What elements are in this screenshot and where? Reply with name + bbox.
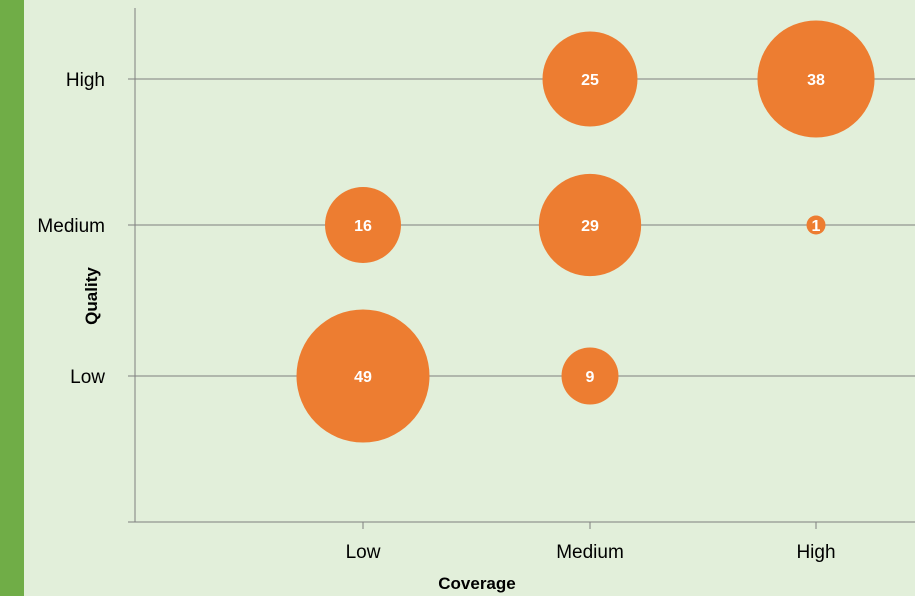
axes bbox=[128, 8, 915, 523]
bubble-high-medium bbox=[806, 215, 826, 235]
bubble-label-low-low: 49 bbox=[354, 369, 372, 386]
bubble-label-low-medium: 16 bbox=[354, 218, 372, 235]
bubble-label-medium-low: 9 bbox=[586, 369, 595, 386]
bubble-low-medium bbox=[325, 187, 401, 263]
bubble-low-low bbox=[296, 309, 430, 443]
bubble-label-medium-high: 25 bbox=[581, 72, 599, 89]
y-tick-label-high: High bbox=[66, 70, 105, 91]
bubble-high-high bbox=[757, 20, 875, 138]
x-tick-label-low: Low bbox=[346, 542, 381, 563]
gridlines bbox=[128, 78, 915, 529]
x-axis-title: Coverage bbox=[438, 574, 515, 593]
accent-bar bbox=[0, 0, 24, 596]
x-tick-label-high: High bbox=[796, 542, 835, 563]
bubbles: 25 38 16 29 1 49 9 bbox=[296, 20, 875, 443]
y-tick-label-medium: Medium bbox=[37, 216, 105, 237]
y-axis-title: Quality bbox=[82, 267, 101, 325]
bubble-medium-low bbox=[561, 347, 619, 405]
bubble-medium-medium bbox=[538, 173, 642, 277]
x-tick-label-medium: Medium bbox=[556, 542, 624, 563]
bubble-label-high-medium: 1 bbox=[812, 218, 821, 235]
bubble-label-medium-medium: 29 bbox=[581, 218, 599, 235]
tick-labels: Low Medium High Low Medium High bbox=[37, 70, 835, 563]
bubble-medium-high bbox=[542, 31, 638, 127]
y-tick-label-low: Low bbox=[70, 367, 105, 388]
bubble-label-high-high: 38 bbox=[807, 72, 825, 89]
